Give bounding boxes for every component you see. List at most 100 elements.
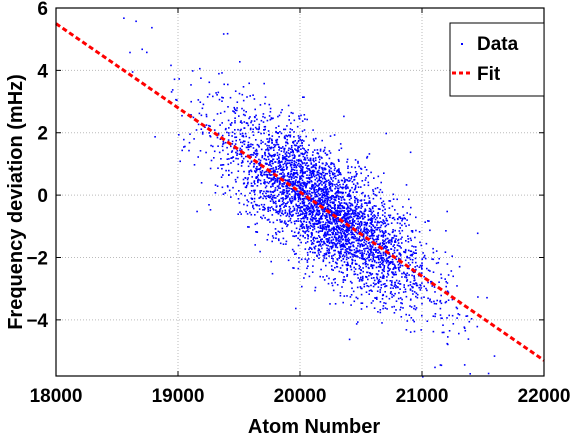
data-point xyxy=(288,162,291,164)
data-point xyxy=(263,129,265,131)
data-point xyxy=(264,96,267,98)
data-point xyxy=(359,217,361,219)
data-point xyxy=(274,228,277,230)
data-point xyxy=(355,214,358,217)
data-point xyxy=(399,216,401,218)
data-point xyxy=(221,72,223,74)
data-point xyxy=(344,212,347,214)
data-point xyxy=(319,202,322,205)
data-point xyxy=(239,129,242,132)
data-point xyxy=(352,210,354,213)
data-point xyxy=(363,241,365,244)
data-point xyxy=(216,94,218,96)
data-point xyxy=(370,289,372,291)
data-point xyxy=(349,256,352,258)
data-point xyxy=(286,141,288,144)
data-point xyxy=(325,221,327,224)
data-point xyxy=(409,281,412,283)
data-point xyxy=(373,226,376,229)
data-point xyxy=(335,244,338,247)
data-point xyxy=(339,186,342,188)
data-point xyxy=(348,198,351,201)
data-point xyxy=(353,196,356,198)
data-point xyxy=(317,199,319,202)
data-point xyxy=(368,259,370,261)
data-point xyxy=(395,238,397,240)
data-point xyxy=(278,199,281,201)
data-point xyxy=(288,193,291,195)
data-point xyxy=(280,111,282,114)
data-point xyxy=(362,234,365,236)
data-point xyxy=(316,223,319,225)
data-point xyxy=(316,255,318,257)
data-point xyxy=(234,108,236,111)
data-point xyxy=(333,207,335,209)
data-point xyxy=(361,245,364,247)
data-point xyxy=(439,300,441,303)
data-point xyxy=(272,185,274,187)
data-point xyxy=(315,174,317,177)
data-point xyxy=(273,154,275,156)
data-point xyxy=(447,343,449,346)
data-point xyxy=(341,186,344,189)
data-point xyxy=(276,185,279,188)
data-point xyxy=(346,231,348,234)
data-point xyxy=(395,300,398,302)
data-point xyxy=(407,235,409,237)
data-point xyxy=(420,284,422,287)
data-point xyxy=(336,170,338,173)
data-point xyxy=(261,155,264,157)
data-point xyxy=(238,190,240,192)
data-point xyxy=(290,211,293,213)
data-point xyxy=(260,148,263,151)
data-point xyxy=(342,232,345,235)
data-point xyxy=(290,188,292,190)
data-point xyxy=(221,96,223,99)
data-point xyxy=(286,125,288,127)
data-point xyxy=(340,271,343,273)
data-point xyxy=(321,167,324,170)
data-point xyxy=(269,161,271,163)
data-point xyxy=(394,241,396,243)
data-point xyxy=(292,267,294,269)
data-point xyxy=(359,272,362,275)
data-point xyxy=(190,114,192,116)
data-point xyxy=(359,252,361,254)
data-point xyxy=(291,159,293,161)
data-point xyxy=(249,128,252,131)
data-point xyxy=(198,112,201,115)
data-point xyxy=(317,209,320,212)
data-point xyxy=(320,208,323,210)
data-point xyxy=(301,227,303,230)
data-point xyxy=(391,272,394,274)
data-point xyxy=(266,176,269,178)
data-point xyxy=(395,267,397,270)
data-point xyxy=(346,233,349,236)
data-point xyxy=(313,190,315,192)
data-point xyxy=(279,204,281,207)
data-point xyxy=(382,231,384,233)
data-point xyxy=(329,206,332,208)
data-point xyxy=(303,204,305,206)
data-point xyxy=(313,236,316,239)
data-point xyxy=(284,160,287,163)
data-point xyxy=(221,164,224,166)
data-point xyxy=(363,216,366,218)
data-point xyxy=(305,182,308,185)
data-point xyxy=(356,286,359,289)
data-point xyxy=(273,149,275,151)
data-point xyxy=(275,209,277,211)
data-point xyxy=(327,220,329,223)
data-point xyxy=(301,120,304,122)
data-point xyxy=(297,182,299,184)
data-point xyxy=(337,190,339,192)
data-point xyxy=(220,164,222,166)
data-point xyxy=(346,243,348,246)
data-point xyxy=(231,157,234,159)
data-point xyxy=(326,224,329,226)
data-point xyxy=(403,251,406,253)
data-point xyxy=(366,305,368,308)
data-point xyxy=(361,252,363,254)
data-point xyxy=(241,132,244,135)
data-point xyxy=(327,233,329,236)
